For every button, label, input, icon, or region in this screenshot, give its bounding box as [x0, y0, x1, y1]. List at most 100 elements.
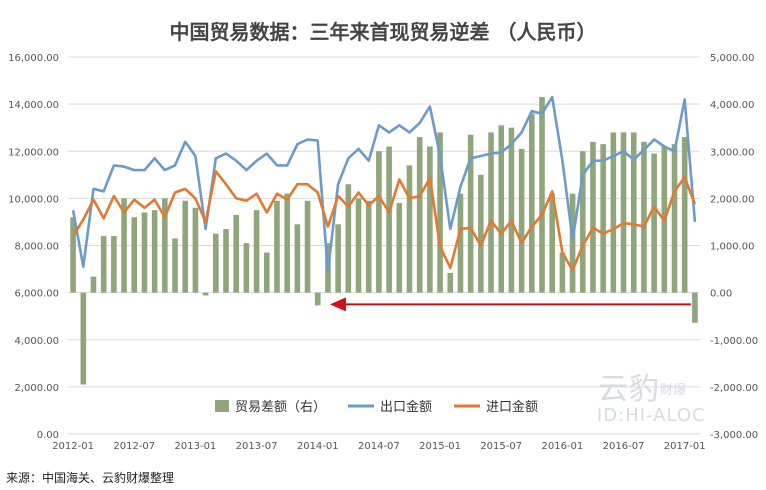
trade-balance-bar: [692, 292, 698, 323]
trade-balance-bar: [681, 137, 688, 293]
trade-balance-bar: [529, 113, 535, 293]
y-left-tick-label: 4,000.00: [14, 336, 59, 347]
trade-balance-bar: [539, 97, 545, 293]
trade-balance-bar: [569, 193, 576, 293]
legend-label: 进口金额: [486, 399, 538, 415]
trade-balance-bar: [314, 292, 321, 306]
trade-balance-bar: [70, 217, 76, 293]
trade-balance-bar: [478, 174, 484, 293]
trade-balance-bar: [80, 292, 87, 385]
y-right-tick-label: 0.00: [710, 289, 732, 300]
trade-balance-bar: [233, 214, 239, 293]
trade-balance-bar: [162, 198, 168, 293]
trade-balance-bar: [274, 200, 280, 293]
trade-balance-bar: [600, 144, 606, 293]
trade-balance-bar: [172, 238, 178, 293]
trade-balance-bar: [294, 224, 301, 293]
x-tick-label: 2016-01: [541, 441, 583, 452]
y-right-tick-label: -1,000.00: [710, 336, 758, 347]
y-left-tick-label: 2,000.00: [14, 383, 59, 394]
trade-balance-bar: [243, 243, 250, 293]
trade-balance-bar: [447, 272, 454, 293]
trade-balance-bar: [437, 132, 443, 293]
trade-balance-bar: [141, 212, 148, 293]
legend-swatch-bar: [215, 400, 229, 412]
y-left-tick-label: 0.00: [37, 430, 59, 441]
trade-balance-bar: [121, 198, 127, 293]
trade-balance-bar: [263, 252, 270, 293]
trade-balance-bar: [202, 292, 209, 296]
trade-balance-bar: [253, 210, 260, 293]
y-right-tick-label: 2,000.00: [710, 194, 755, 205]
y-right-tick-label: -3,000.00: [710, 430, 758, 441]
x-tick-label: 2012-01: [52, 441, 94, 452]
trade-balance-bar: [457, 193, 464, 293]
trade-balance-bar: [406, 165, 413, 293]
trade-balance-bar: [641, 141, 647, 293]
trade-balance-bar: [192, 207, 199, 293]
trade-balance-bar: [345, 184, 352, 293]
legend-label: 贸易差额（右）: [235, 400, 326, 415]
trade-balance-bar: [610, 132, 617, 293]
x-tick-label: 2015-07: [480, 441, 522, 452]
y-left-tick-label: 6,000.00: [14, 289, 59, 300]
y-left-tick-label: 14,000.00: [8, 100, 59, 111]
trade-balance-bar: [213, 233, 219, 293]
trade-balance-bar: [396, 203, 403, 293]
trade-balance-bar: [498, 125, 505, 293]
trade-balance-bar: [579, 151, 586, 293]
export-line: [71, 95, 697, 273]
trade-balance-bar: [284, 193, 290, 293]
y-left-tick-label: 8,000.00: [14, 242, 59, 253]
watermark-sub: 财爆: [660, 383, 687, 398]
x-tick-label: 2014-07: [358, 441, 400, 452]
trade-balance-bar: [427, 146, 433, 293]
trade-balance-bar: [100, 236, 107, 293]
y-left-tick-label: 12,000.00: [8, 147, 59, 158]
trade-balance-bar: [651, 153, 657, 293]
trade-balance-bar: [508, 127, 515, 293]
trade-balance-bar: [304, 200, 311, 293]
trade-balance-bar: [630, 132, 637, 293]
watermark-id: ID:HI-ALOC: [597, 405, 706, 426]
y-right-tick-label: -2,000.00: [710, 383, 758, 394]
trade-balance-bar: [111, 236, 117, 293]
x-tick-label: 2013-01: [175, 441, 217, 452]
x-tick-label: 2014-01: [297, 441, 339, 452]
x-tick-label: 2016-07: [603, 441, 645, 452]
trade-balance-bar: [518, 148, 525, 293]
y-right-tick-label: 4,000.00: [710, 100, 755, 111]
x-tick-label: 2012-07: [113, 441, 155, 452]
y-right-tick-label: 3,000.00: [710, 147, 755, 158]
trade-balance-bar: [671, 144, 678, 293]
trade-balance-bar: [355, 198, 362, 293]
y-left-tick-label: 10,000.00: [8, 194, 59, 205]
trade-balance-bar: [488, 132, 494, 293]
y-left-tick-label: 16,000.00: [8, 53, 59, 64]
trade-balance-bar: [223, 229, 229, 293]
trade-balance-bar: [131, 217, 138, 293]
trade-balance-bar: [182, 200, 189, 293]
trade-balance-bar: [467, 134, 474, 293]
y-right-tick-label: 1,000.00: [710, 242, 755, 253]
trade-balance-bar: [416, 137, 423, 293]
x-tick-label: 2017-01: [664, 441, 706, 452]
legend-label: 出口金额: [380, 399, 432, 415]
annotation-arrow-head: [329, 297, 346, 312]
watermark-brand: 云豹: [598, 372, 660, 407]
trade-balance-bar: [151, 210, 158, 293]
y-right-tick-label: 5,000.00: [710, 53, 755, 64]
trade-balance-bar: [90, 276, 97, 293]
import-line: [71, 170, 697, 272]
trade-balance-bar: [559, 252, 566, 293]
trade-balance-bar: [620, 132, 627, 293]
trade-balance-bar: [335, 224, 341, 293]
trade-balance-bar: [549, 193, 555, 293]
trade-balance-bar: [590, 141, 596, 293]
trade-balance-bar: [376, 151, 382, 293]
x-tick-label: 2015-01: [419, 441, 461, 452]
source-note: 来源：中国海关、云豹财爆整理: [6, 471, 175, 485]
trade-balance-bar: [365, 200, 372, 293]
